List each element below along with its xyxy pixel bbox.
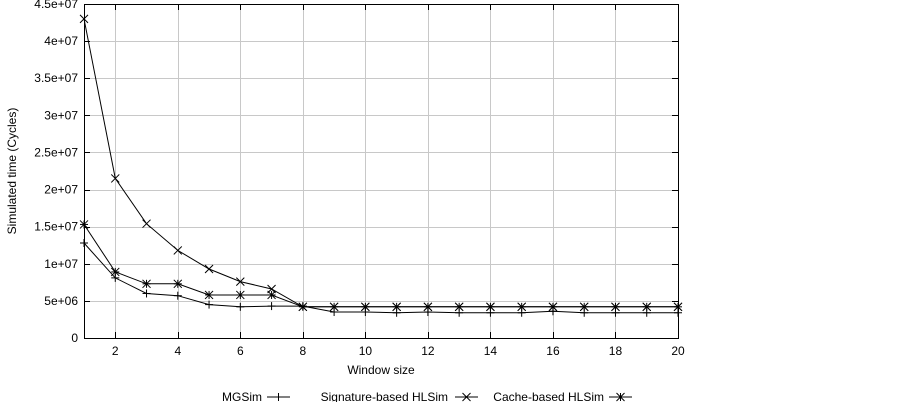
legend-item: MGSim xyxy=(222,390,290,402)
y-tick-label: 2.5e+07 xyxy=(34,145,78,159)
y-tick-label: 5e+06 xyxy=(44,294,78,308)
axis-ticks: 0 5e+06 1e+07 1.5e+07 2e+07 2.5e+07 3e+07 3.5e+… xyxy=(34,0,685,358)
data-point-plus xyxy=(236,302,245,311)
legend-marker-star xyxy=(616,392,625,402)
series-line xyxy=(83,18,678,308)
legend-marker-plus xyxy=(274,393,283,401)
data-point-star xyxy=(329,302,339,312)
data-point-star xyxy=(204,290,214,300)
data-point-plus xyxy=(142,289,151,298)
data-point-star xyxy=(142,279,151,289)
data-point-cross xyxy=(173,246,183,255)
legend-label: Signature-based HLSim xyxy=(321,390,448,402)
data-point-star xyxy=(298,302,308,312)
x-tick-label: 4 xyxy=(174,344,181,358)
data-point-cross xyxy=(142,219,151,229)
legend-label: Cache-based HLSim xyxy=(493,390,604,402)
series-plus xyxy=(80,238,682,317)
data-point-plus xyxy=(80,238,88,247)
data-point-star xyxy=(110,267,120,277)
x-tick-label: 6 xyxy=(237,344,244,358)
data-point-star xyxy=(642,302,652,312)
x-tick-label: 10 xyxy=(359,344,373,358)
x-tick-label: 18 xyxy=(609,344,623,358)
data-point-cross xyxy=(235,277,245,286)
data-point-star xyxy=(423,302,433,312)
data-point-star xyxy=(611,302,620,312)
x-tick-label: 12 xyxy=(421,344,435,358)
data-point-cross xyxy=(79,14,89,24)
data-point-star xyxy=(235,290,245,300)
data-point-cross xyxy=(110,174,120,183)
x-tick-label: 8 xyxy=(299,344,306,358)
data-point-star xyxy=(361,302,370,312)
y-tick-label: 4e+07 xyxy=(44,34,78,48)
x-tick-label: 16 xyxy=(546,344,560,358)
series-star xyxy=(79,220,683,312)
y-axis-label: Simulated time (Cycles) xyxy=(5,108,19,235)
series-cross xyxy=(79,14,683,312)
data-point-plus xyxy=(267,302,276,311)
x-tick-label: 20 xyxy=(671,344,685,358)
data-point-star xyxy=(392,302,401,312)
data-point-star xyxy=(173,279,183,289)
x-axis-label: Window size xyxy=(347,363,415,377)
y-tick-label: 4.5e+07 xyxy=(34,0,78,11)
data-point-plus xyxy=(205,300,214,309)
grid-lines xyxy=(84,4,678,338)
series-line xyxy=(83,242,678,314)
legend-item: Cache-based HLSim xyxy=(493,390,632,402)
data-point-plus xyxy=(173,291,182,300)
y-tick-label: 0 xyxy=(71,331,78,345)
x-tick-label: 2 xyxy=(112,344,119,358)
x-tick-label: 14 xyxy=(484,344,498,358)
data-point-star xyxy=(486,302,495,312)
y-tick-label: 3.5e+07 xyxy=(34,71,78,85)
data-series xyxy=(79,14,683,317)
y-tick-label: 1e+07 xyxy=(44,257,78,271)
data-point-star xyxy=(267,290,276,300)
y-tick-label: 3e+07 xyxy=(44,108,78,122)
data-point-star xyxy=(579,302,589,312)
plot-frame xyxy=(84,4,679,339)
legend: MGSim Signature-based HLSim Cache-based HL… xyxy=(222,390,632,402)
data-point-star xyxy=(548,302,558,312)
data-point-star xyxy=(79,220,89,229)
data-point-star xyxy=(517,302,527,312)
data-point-star xyxy=(673,302,683,312)
legend-label: MGSim xyxy=(222,390,262,402)
y-tick-label: 2e+07 xyxy=(44,183,78,197)
legend-item: Signature-based HLSim xyxy=(321,390,478,402)
data-point-star xyxy=(454,302,464,312)
y-tick-label: 1.5e+07 xyxy=(34,220,78,234)
data-point-cross xyxy=(204,264,214,274)
legend-marker-cross xyxy=(462,392,471,402)
series-line xyxy=(83,224,678,308)
